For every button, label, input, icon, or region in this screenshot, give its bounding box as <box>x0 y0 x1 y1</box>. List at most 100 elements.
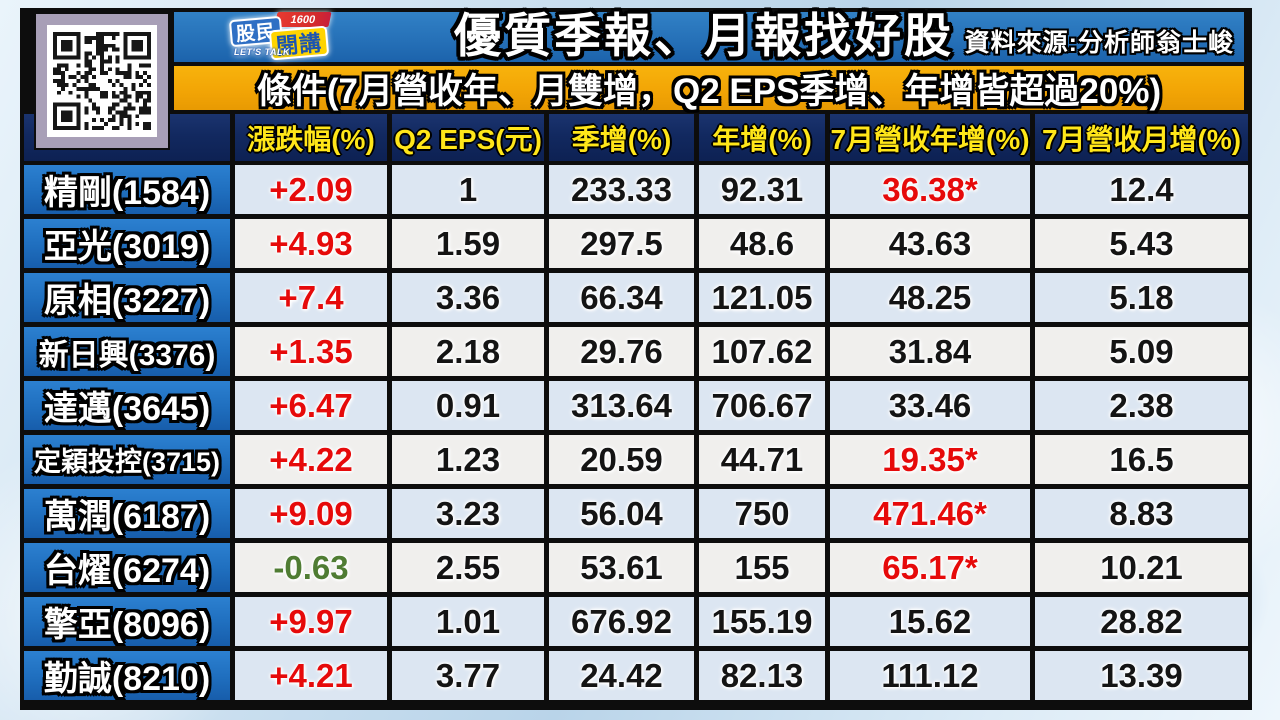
eps-yoy-cell: 121.05 <box>699 273 825 322</box>
july-revenue-mom-cell: 13.39 <box>1035 651 1248 700</box>
change-percent-cell: +1.35 <box>235 327 387 376</box>
table-row: 原相(3227) +7.4 3.36 66.34 121.05 48.25 5.… <box>24 273 1248 322</box>
stock-name-cell: 達邁(3645) <box>24 381 230 430</box>
july-revenue-mom-cell: 12.4 <box>1035 165 1248 214</box>
eps-qoq-cell: 24.42 <box>549 651 694 700</box>
q2-eps-cell: 3.23 <box>392 489 544 538</box>
july-revenue-yoy-cell: 19.35* <box>830 435 1030 484</box>
stock-name-cell: 亞光(3019) <box>24 219 230 268</box>
eps-qoq-cell: 297.5 <box>549 219 694 268</box>
q2-eps-cell: 2.18 <box>392 327 544 376</box>
eps-qoq-cell: 29.76 <box>549 327 694 376</box>
july-revenue-yoy-cell: 31.84 <box>830 327 1030 376</box>
table-row: 精剛(1584) +2.09 1 233.33 92.31 36.38* 12.… <box>24 165 1248 214</box>
july-revenue-yoy-cell: 36.38* <box>830 165 1030 214</box>
q2-eps-cell: 1 <box>392 165 544 214</box>
july-revenue-mom-cell: 10.21 <box>1035 543 1248 592</box>
q2-eps-cell: 2.55 <box>392 543 544 592</box>
table-row: 萬潤(6187) +9.09 3.23 56.04 750 471.46* 8.… <box>24 489 1248 538</box>
table-row: 新日興(3376) +1.35 2.18 29.76 107.62 31.84 … <box>24 327 1248 376</box>
july-revenue-mom-cell: 5.43 <box>1035 219 1248 268</box>
eps-qoq-cell: 53.61 <box>549 543 694 592</box>
change-percent-cell: -0.63 <box>235 543 387 592</box>
table-header-row: 漲跌幅(%) Q2 EPS(元) 季增(%) 年增(%) 7月營收年增(%) 7… <box>24 114 1248 161</box>
eps-yoy-cell: 92.31 <box>699 165 825 214</box>
eps-yoy-cell: 48.6 <box>699 219 825 268</box>
stock-name-cell: 原相(3227) <box>24 273 230 322</box>
qr-code <box>47 25 157 137</box>
eps-qoq-cell: 233.33 <box>549 165 694 214</box>
q2-eps-cell: 1.23 <box>392 435 544 484</box>
july-revenue-yoy-cell: 33.46 <box>830 381 1030 430</box>
logo-tagline: LET'S TALK <box>234 47 290 57</box>
q2-eps-cell: 1.59 <box>392 219 544 268</box>
change-percent-cell: +4.93 <box>235 219 387 268</box>
eps-yoy-cell: 44.71 <box>699 435 825 484</box>
stock-name-cell: 定穎投控(3715) <box>24 435 230 484</box>
july-revenue-yoy-cell: 111.12 <box>830 651 1030 700</box>
eps-yoy-cell: 107.62 <box>699 327 825 376</box>
qr-code-block <box>34 12 170 150</box>
table-row: 擎亞(8096) +9.97 1.01 676.92 155.19 15.62 … <box>24 597 1248 646</box>
table-row: 達邁(3645) +6.47 0.91 313.64 706.67 33.46 … <box>24 381 1248 430</box>
stock-name-cell: 新日興(3376) <box>24 327 230 376</box>
header-cell-qoq: 季增(%) <box>549 114 694 161</box>
eps-yoy-cell: 750 <box>699 489 825 538</box>
stock-name-cell: 擎亞(8096) <box>24 597 230 646</box>
table-row: 台燿(6274) -0.63 2.55 53.61 155 65.17* 10.… <box>24 543 1248 592</box>
q2-eps-cell: 0.91 <box>392 381 544 430</box>
change-percent-cell: +4.21 <box>235 651 387 700</box>
table-body: 精剛(1584) +2.09 1 233.33 92.31 36.38* 12.… <box>24 165 1248 700</box>
table-row: 亞光(3019) +4.93 1.59 297.5 48.6 43.63 5.4… <box>24 219 1248 268</box>
q2-eps-cell: 1.01 <box>392 597 544 646</box>
condition-bar: 條件(7月營收年、月雙增，Q2 EPS季增、年增皆超過20%) <box>174 66 1244 111</box>
eps-qoq-cell: 676.92 <box>549 597 694 646</box>
change-percent-cell: +2.09 <box>235 165 387 214</box>
change-percent-cell: +9.97 <box>235 597 387 646</box>
qr-code-pattern <box>53 32 151 130</box>
eps-qoq-cell: 20.59 <box>549 435 694 484</box>
change-percent-cell: +9.09 <box>235 489 387 538</box>
change-percent-cell: +6.47 <box>235 381 387 430</box>
july-revenue-yoy-cell: 15.62 <box>830 597 1030 646</box>
stock-name-cell: 台燿(6274) <box>24 543 230 592</box>
july-revenue-yoy-cell: 65.17* <box>830 543 1030 592</box>
eps-qoq-cell: 313.64 <box>549 381 694 430</box>
july-revenue-mom-cell: 5.09 <box>1035 327 1248 376</box>
july-revenue-mom-cell: 8.83 <box>1035 489 1248 538</box>
page-title: 優質季報、月報找好股 <box>454 9 954 62</box>
change-percent-cell: +4.22 <box>235 435 387 484</box>
header-cell-rev-mom: 7月營收月增(%) <box>1035 114 1248 161</box>
show-logo: 1600 股民 開講 LET'S TALK <box>228 12 360 63</box>
july-revenue-mom-cell: 2.38 <box>1035 381 1248 430</box>
july-revenue-mom-cell: 5.18 <box>1035 273 1248 322</box>
q2-eps-cell: 3.77 <box>392 651 544 700</box>
data-source-label: 資料來源:分析師翁士峻 <box>964 29 1234 57</box>
header-cell-q2-eps: Q2 EPS(元) <box>392 114 544 161</box>
july-revenue-mom-cell: 28.82 <box>1035 597 1248 646</box>
stock-name-cell: 精剛(1584) <box>24 165 230 214</box>
table-row: 勤誠(8210) +4.21 3.77 24.42 82.13 111.12 1… <box>24 651 1248 700</box>
eps-qoq-cell: 56.04 <box>549 489 694 538</box>
header-cell-yoy: 年增(%) <box>699 114 825 161</box>
july-revenue-yoy-cell: 43.63 <box>830 219 1030 268</box>
stock-name-cell: 勤誠(8210) <box>24 651 230 700</box>
condition-text: 條件(7月營收年、月雙增，Q2 EPS季增、年增皆超過20%) <box>256 71 1162 111</box>
main-frame: 1600 股民 開講 LET'S TALK 優質季報、月報找好股 資料來源:分析… <box>20 8 1252 710</box>
header-cell-rev-yoy: 7月營收年增(%) <box>830 114 1030 161</box>
eps-yoy-cell: 155.19 <box>699 597 825 646</box>
logo-time-ribbon: 1600 <box>274 12 332 27</box>
eps-yoy-cell: 82.13 <box>699 651 825 700</box>
q2-eps-cell: 3.36 <box>392 273 544 322</box>
july-revenue-yoy-cell: 471.46* <box>830 489 1030 538</box>
title-banner: 1600 股民 開講 LET'S TALK 優質季報、月報找好股 資料來源:分析… <box>174 9 1244 63</box>
eps-yoy-cell: 706.67 <box>699 381 825 430</box>
table-row: 定穎投控(3715) +4.22 1.23 20.59 44.71 19.35*… <box>24 435 1248 484</box>
eps-yoy-cell: 155 <box>699 543 825 592</box>
july-revenue-yoy-cell: 48.25 <box>830 273 1030 322</box>
eps-qoq-cell: 66.34 <box>549 273 694 322</box>
july-revenue-mom-cell: 16.5 <box>1035 435 1248 484</box>
header-cell-change: 漲跌幅(%) <box>235 114 387 161</box>
change-percent-cell: +7.4 <box>235 273 387 322</box>
stock-name-cell: 萬潤(6187) <box>24 489 230 538</box>
